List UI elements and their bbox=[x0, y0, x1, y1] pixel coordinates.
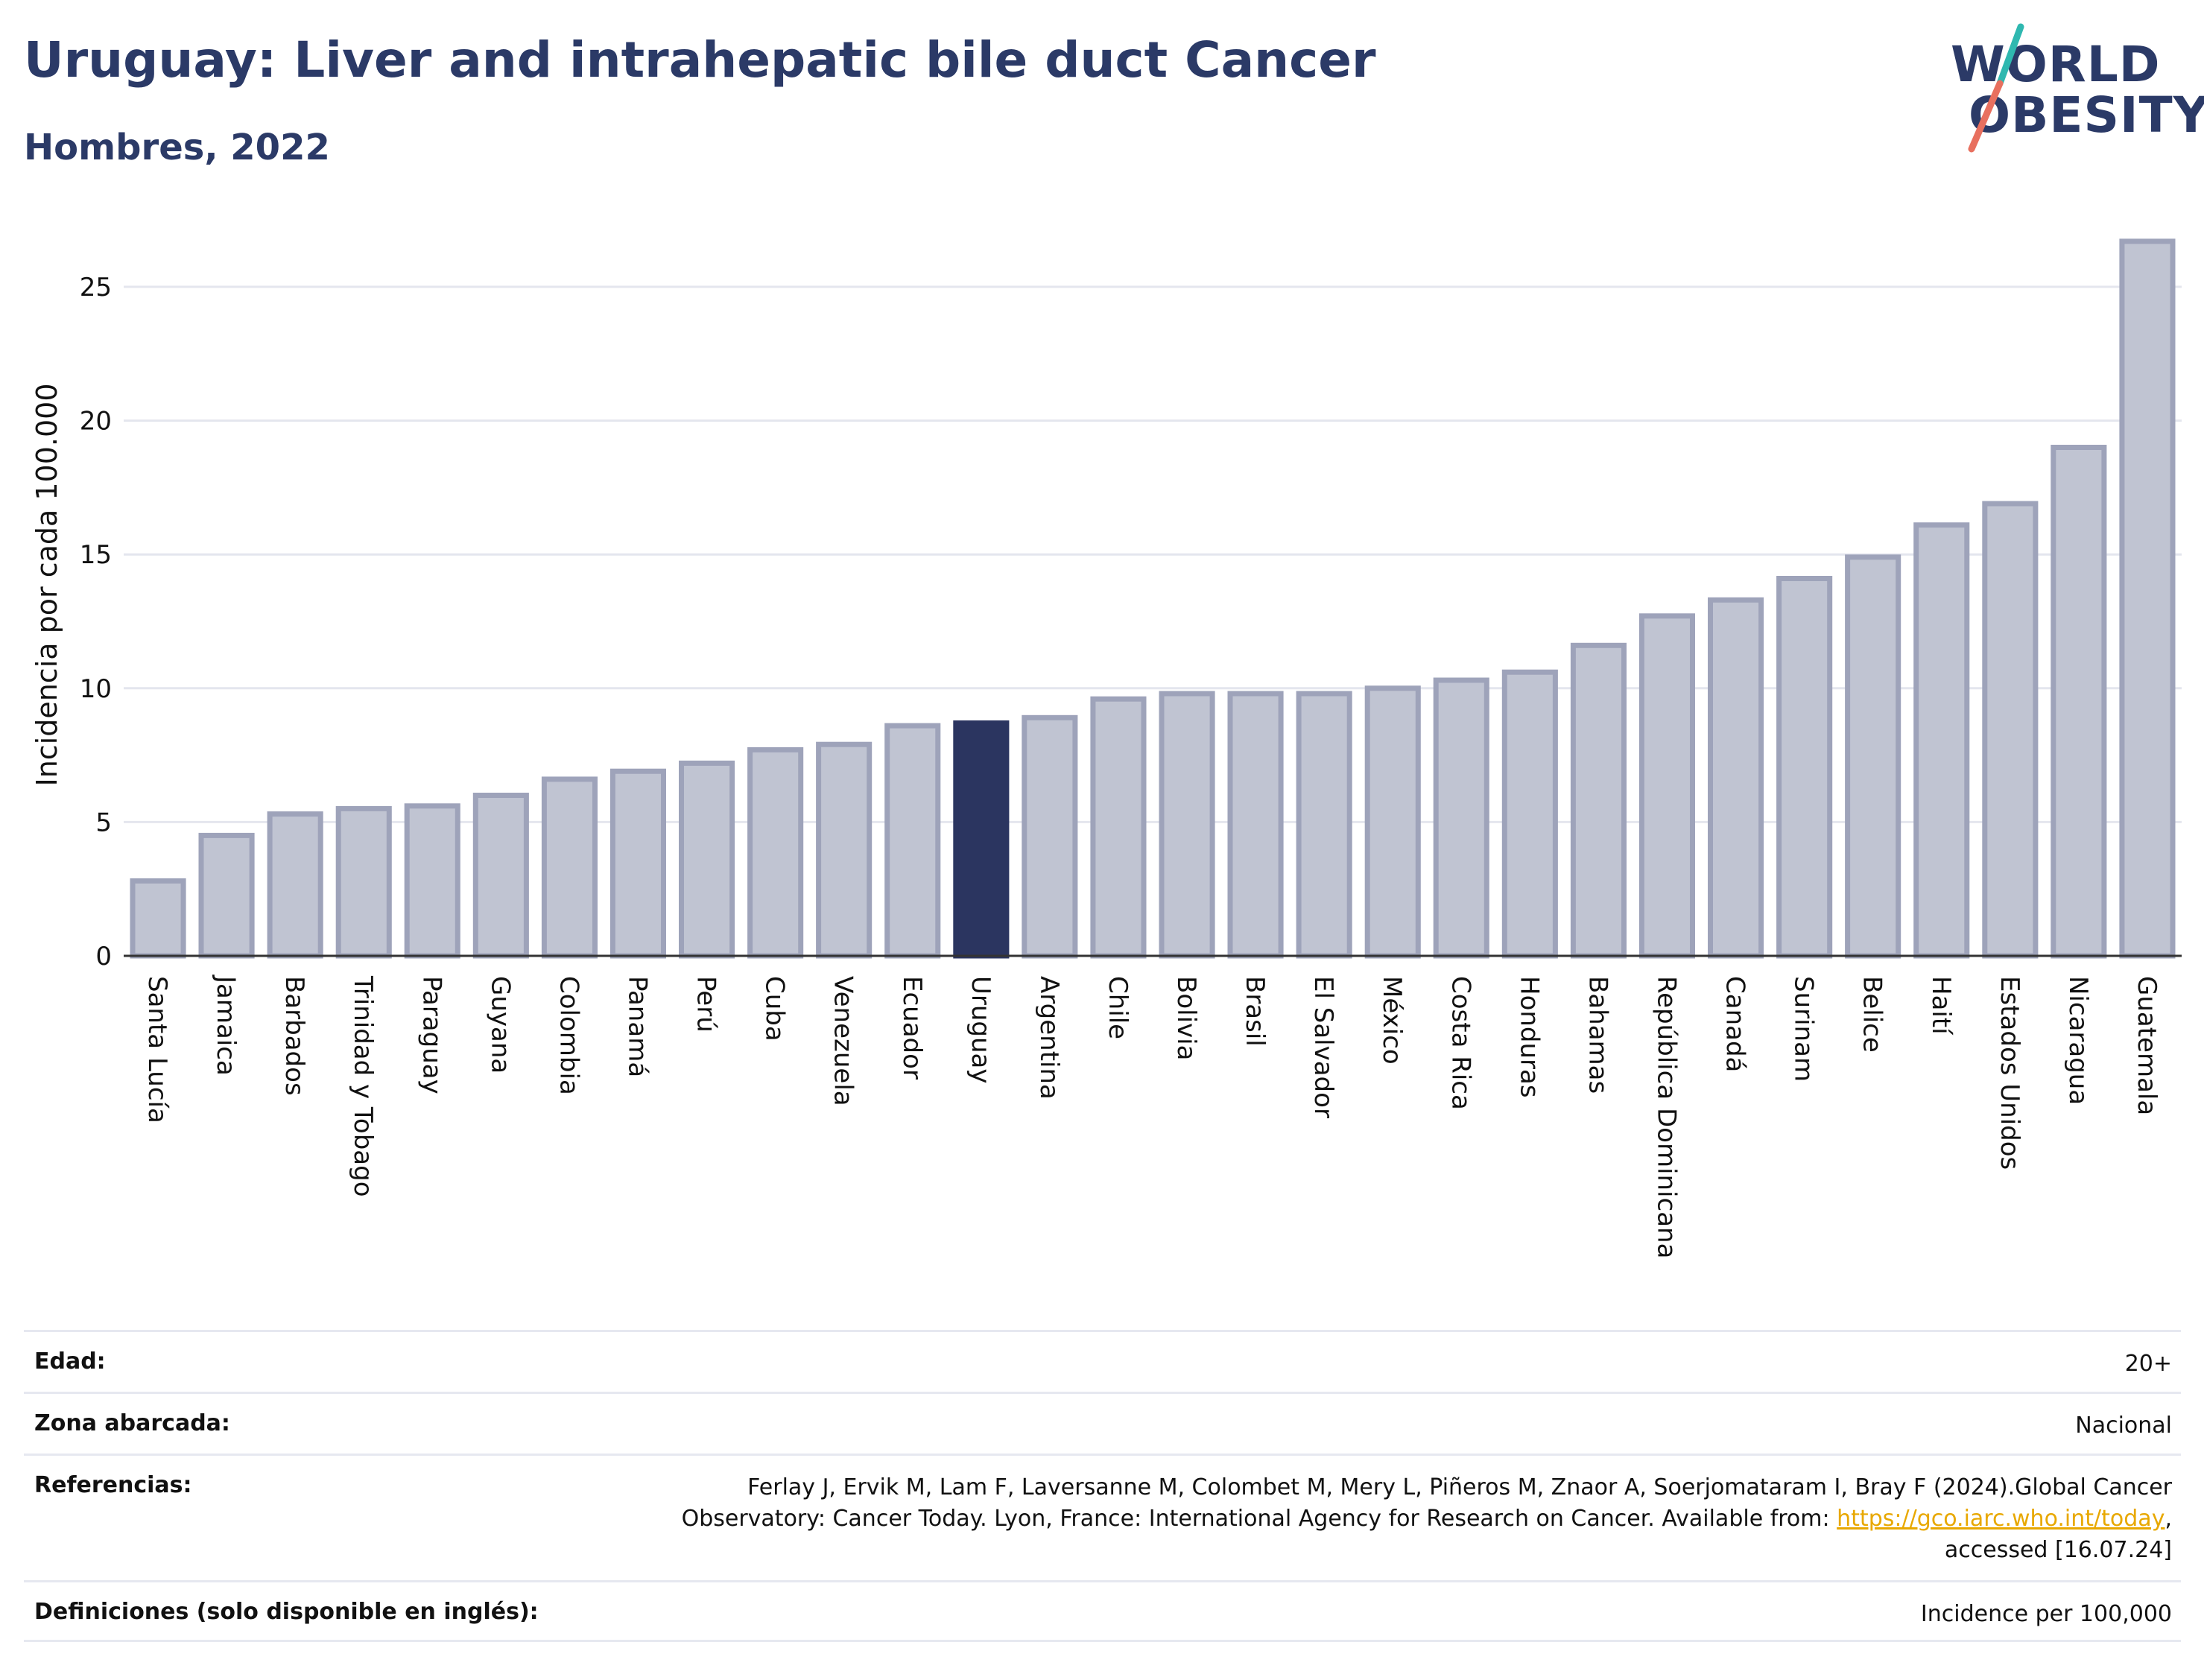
world-obesity-logo: WORLD OBESITY bbox=[1937, 22, 2204, 156]
age-label: Edad: bbox=[34, 1348, 106, 1375]
y-axis-label: Incidencia por cada 100.000 bbox=[31, 383, 63, 786]
references-value: Ferlay J, Ervik M, Lam F, Laversanne M, … bbox=[682, 1472, 2172, 1566]
y-axis-ticks: 0 5 10 15 20 25 bbox=[80, 273, 112, 971]
bar-venezuela bbox=[816, 741, 873, 959]
details-row-definitions: Definiciones (solo disponible en inglés)… bbox=[24, 1580, 2181, 1642]
bar-guyana bbox=[472, 793, 529, 959]
x-tick-label: Panamá bbox=[623, 976, 653, 1077]
x-tick-label: Chile bbox=[1103, 976, 1133, 1039]
zone-value: Nacional bbox=[2075, 1413, 2172, 1439]
bar-barbados bbox=[267, 811, 323, 959]
bar-bolivia bbox=[1159, 691, 1215, 959]
bar-paraguay bbox=[404, 803, 460, 959]
x-tick-label: República Dominicana bbox=[1652, 976, 1682, 1258]
bar-honduras bbox=[1501, 669, 1558, 959]
bar-república-dominicana bbox=[1638, 613, 1695, 959]
x-tick-label: Colombia bbox=[554, 976, 583, 1095]
details-table: Edad: 20+ Zona abarcada: Nacional Refere… bbox=[24, 1330, 2181, 1642]
bar-nicaragua bbox=[2051, 445, 2107, 959]
bar-panamá bbox=[609, 768, 667, 959]
logo-text-obesity: OBESITY bbox=[1969, 86, 2204, 144]
x-tick-label: Trinidad y Tobago bbox=[348, 975, 378, 1197]
gridlines bbox=[124, 285, 2182, 823]
x-tick-label: Haití bbox=[1926, 976, 1956, 1036]
details-row-zone: Zona abarcada: Nacional bbox=[24, 1392, 2181, 1454]
bar-colombia bbox=[541, 776, 598, 959]
references-line-1: Ferlay J, Ervik M, Lam F, Laversanne M, … bbox=[747, 1474, 2172, 1500]
x-tick-label: El Salvador bbox=[1308, 976, 1338, 1118]
bar-belice bbox=[1845, 554, 1901, 959]
y-tick-label: 10 bbox=[80, 674, 112, 704]
x-tick-label: Bolivia bbox=[1171, 976, 1201, 1060]
x-tick-label: Belice bbox=[1858, 976, 1887, 1053]
zone-label: Zona abarcada: bbox=[34, 1410, 230, 1436]
bar-guatemala bbox=[2119, 238, 2176, 959]
bar-cuba bbox=[747, 747, 804, 959]
details-row-references: Referencias: Ferlay J, Ervik M, Lam F, L… bbox=[24, 1454, 2181, 1580]
x-tick-label: Estados Unidos bbox=[1995, 976, 2024, 1170]
x-tick-label: Canadá bbox=[1720, 976, 1750, 1072]
bar-uruguay bbox=[953, 720, 1010, 959]
x-tick-label: México bbox=[1377, 976, 1407, 1065]
definitions-value: Incidence per 100,000 bbox=[1920, 1601, 2172, 1627]
references-link[interactable]: https://gco.iarc.who.int/today bbox=[1837, 1506, 2165, 1532]
bar-costa-rica bbox=[1433, 677, 1489, 959]
bar-jamaica bbox=[198, 832, 255, 959]
y-tick-label: 25 bbox=[80, 273, 112, 302]
chart-subtitle: Hombres, 2022 bbox=[24, 127, 330, 168]
x-axis-ticks: Santa Lucía Jamaica Barbados Trinidad y Tob… bbox=[142, 974, 2162, 1258]
x-tick-label: Argentina bbox=[1034, 976, 1064, 1100]
chart-title: Uruguay: Liver and intrahepatic bile duc… bbox=[24, 31, 1376, 89]
y-tick-label: 20 bbox=[80, 407, 112, 437]
x-tick-label: Brasil bbox=[1240, 976, 1270, 1047]
bar-santa-lucía bbox=[130, 878, 186, 959]
logo-slash-icon bbox=[1968, 23, 2024, 153]
bars bbox=[130, 238, 2176, 959]
age-value: 20+ bbox=[2124, 1351, 2172, 1377]
bar-haití bbox=[1913, 522, 1970, 959]
bar-chart: 0 5 10 15 20 25 Incidencia por cada 100.000 S… bbox=[31, 238, 2182, 1258]
x-tick-label: Costa Rica bbox=[1445, 976, 1475, 1110]
x-tick-label: Perú bbox=[691, 976, 721, 1033]
bar-el-salvador bbox=[1296, 691, 1352, 959]
x-tick-label: Bahamas bbox=[1583, 976, 1612, 1094]
x-tick-label: Ecuador bbox=[897, 976, 927, 1080]
bar-perú bbox=[679, 760, 735, 959]
bar-argentina bbox=[1022, 714, 1078, 959]
definitions-label: Definiciones (solo disponible en inglés)… bbox=[34, 1599, 539, 1625]
references-line-2: Observatory: Cancer Today. Lyon, France:… bbox=[681, 1506, 1837, 1532]
x-tick-label: Jamaica bbox=[211, 974, 241, 1076]
x-tick-label: Guyana bbox=[485, 976, 515, 1074]
bar-brasil bbox=[1227, 691, 1284, 959]
references-label: Referencias: bbox=[34, 1472, 192, 1498]
x-tick-label: Honduras bbox=[1514, 976, 1544, 1098]
bar-ecuador bbox=[884, 723, 941, 959]
x-tick-label: Uruguay bbox=[966, 976, 995, 1084]
bar-trinidad-y-tobago bbox=[335, 805, 392, 959]
x-tick-label: Nicaragua bbox=[2063, 976, 2093, 1105]
details-row-age: Edad: 20+ bbox=[24, 1330, 2181, 1392]
bar-bahamas bbox=[1570, 642, 1627, 959]
x-tick-label: Paraguay bbox=[417, 976, 446, 1094]
bar-méxico bbox=[1364, 685, 1421, 959]
y-tick-label: 5 bbox=[95, 808, 112, 837]
bar-estados-unidos bbox=[1982, 501, 2039, 959]
bar-canadá bbox=[1708, 597, 1764, 959]
x-tick-label: Barbados bbox=[279, 976, 309, 1096]
bar-chile bbox=[1090, 696, 1147, 959]
x-tick-label: Cuba bbox=[760, 976, 790, 1042]
x-tick-label: Santa Lucía bbox=[142, 976, 172, 1123]
x-tick-label: Surinam bbox=[1789, 976, 1819, 1082]
bar-surinam bbox=[1776, 576, 1833, 959]
y-tick-label: 15 bbox=[80, 540, 112, 570]
x-tick-label: Venezuela bbox=[829, 976, 858, 1106]
logo-text-world: WORLD bbox=[1951, 36, 2161, 93]
x-tick-label: Guatemala bbox=[2132, 976, 2162, 1115]
y-tick-label: 0 bbox=[95, 942, 112, 971]
references-line-3: accessed [16.07.24] bbox=[1944, 1537, 2172, 1563]
references-comma: , bbox=[2165, 1506, 2172, 1532]
